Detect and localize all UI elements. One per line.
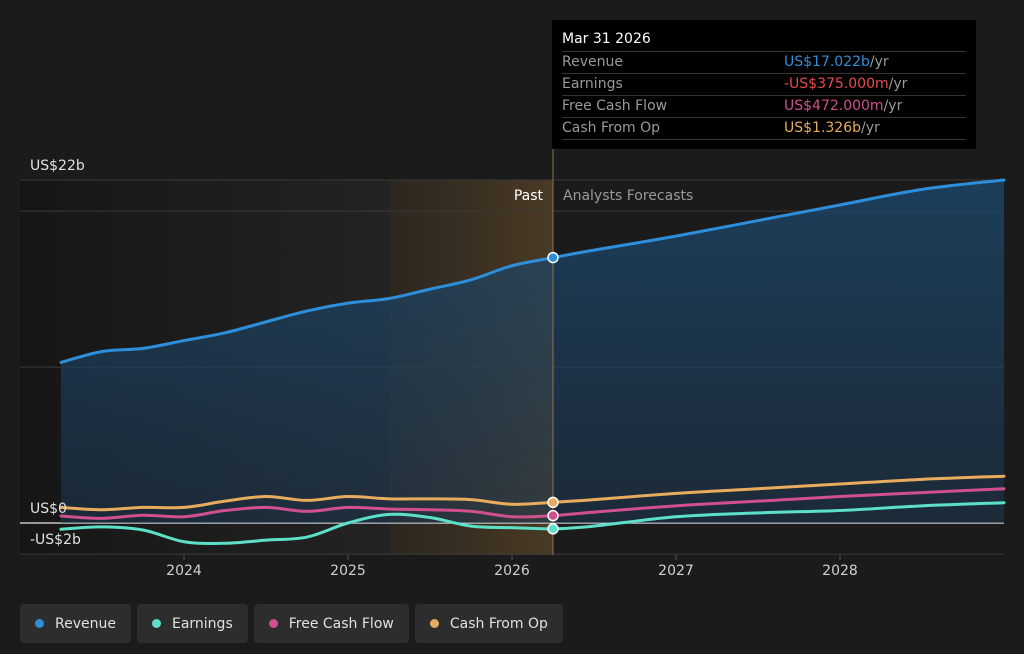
tooltip-value: US$17.022b [784,54,870,70]
earnings-line [59,501,1006,545]
revenue-marker [547,251,559,264]
legend-label: Earnings [171,615,233,632]
revenue-dot-icon [35,619,44,628]
tooltip-label: Earnings [562,76,623,92]
tooltip-row-revenue: Revenue US$17.022b /yr [562,52,966,74]
x-tick-label: 2025 [330,563,366,579]
x-tick-label: 2026 [494,563,530,579]
x-tick-label: 2028 [822,563,858,579]
x-tick-label: 2027 [658,563,694,579]
free-cash-flow-line [59,487,1006,520]
free-cash-flow-marker [547,509,559,522]
legend: Revenue Earnings Free Cash Flow Cash Fro… [20,604,563,643]
revenue-area [61,180,1004,523]
y-tick-label: US$0 [30,501,67,517]
tooltip-label: Cash From Op [562,120,661,136]
tooltip-label: Revenue [562,54,623,70]
tooltip-unit: /yr [888,76,908,92]
legend-label: Revenue [55,615,116,632]
tooltip-row-free-cash-flow: Free Cash Flow US$472.000m /yr [562,96,966,118]
legend-label: Cash From Op [449,615,548,632]
y-tick-label: US$22b [30,158,85,174]
tooltip-label: Free Cash Flow [562,98,668,114]
earnings-marker [547,523,559,535]
tooltip: Mar 31 2026 Revenue US$17.022b /yr Earni… [552,20,976,149]
tooltip-row-cash-from-op: Cash From Op US$1.326b /yr [562,118,966,140]
legend-item-earnings[interactable]: Earnings [136,604,248,643]
tooltip-row-earnings: Earnings -US$375.000m /yr [562,74,966,96]
free-cash-flow-dot-icon [268,619,278,628]
tooltip-unit: /yr [861,120,880,136]
cash-from-op-dot-icon [429,619,439,628]
forecast-label: Analysts Forecasts [563,188,693,204]
legend-label: Free Cash Flow [288,615,394,632]
tooltip-value: US$1.326b [784,120,862,136]
tooltip-value: -US$375.000m [784,76,889,92]
tooltip-value: US$472.000m [784,98,884,114]
legend-item-free-cash-flow[interactable]: Free Cash Flow [253,604,409,643]
legend-item-cash-from-op[interactable]: Cash From Op [414,604,563,643]
tooltip-unit: /yr [883,98,903,114]
legend-item-revenue[interactable]: Revenue [20,604,131,643]
earnings-dot-icon [151,619,161,628]
revenue-line [59,178,1006,364]
cash-from-op-line [59,474,1006,512]
cash-from-op-marker [547,496,559,509]
y-tick-label: -US$2b [30,532,81,548]
past-label: Past [514,188,544,204]
tooltip-unit: /yr [869,54,889,70]
x-tick-label: 2024 [166,563,202,579]
tooltip-date: Mar 31 2026 [562,29,966,52]
